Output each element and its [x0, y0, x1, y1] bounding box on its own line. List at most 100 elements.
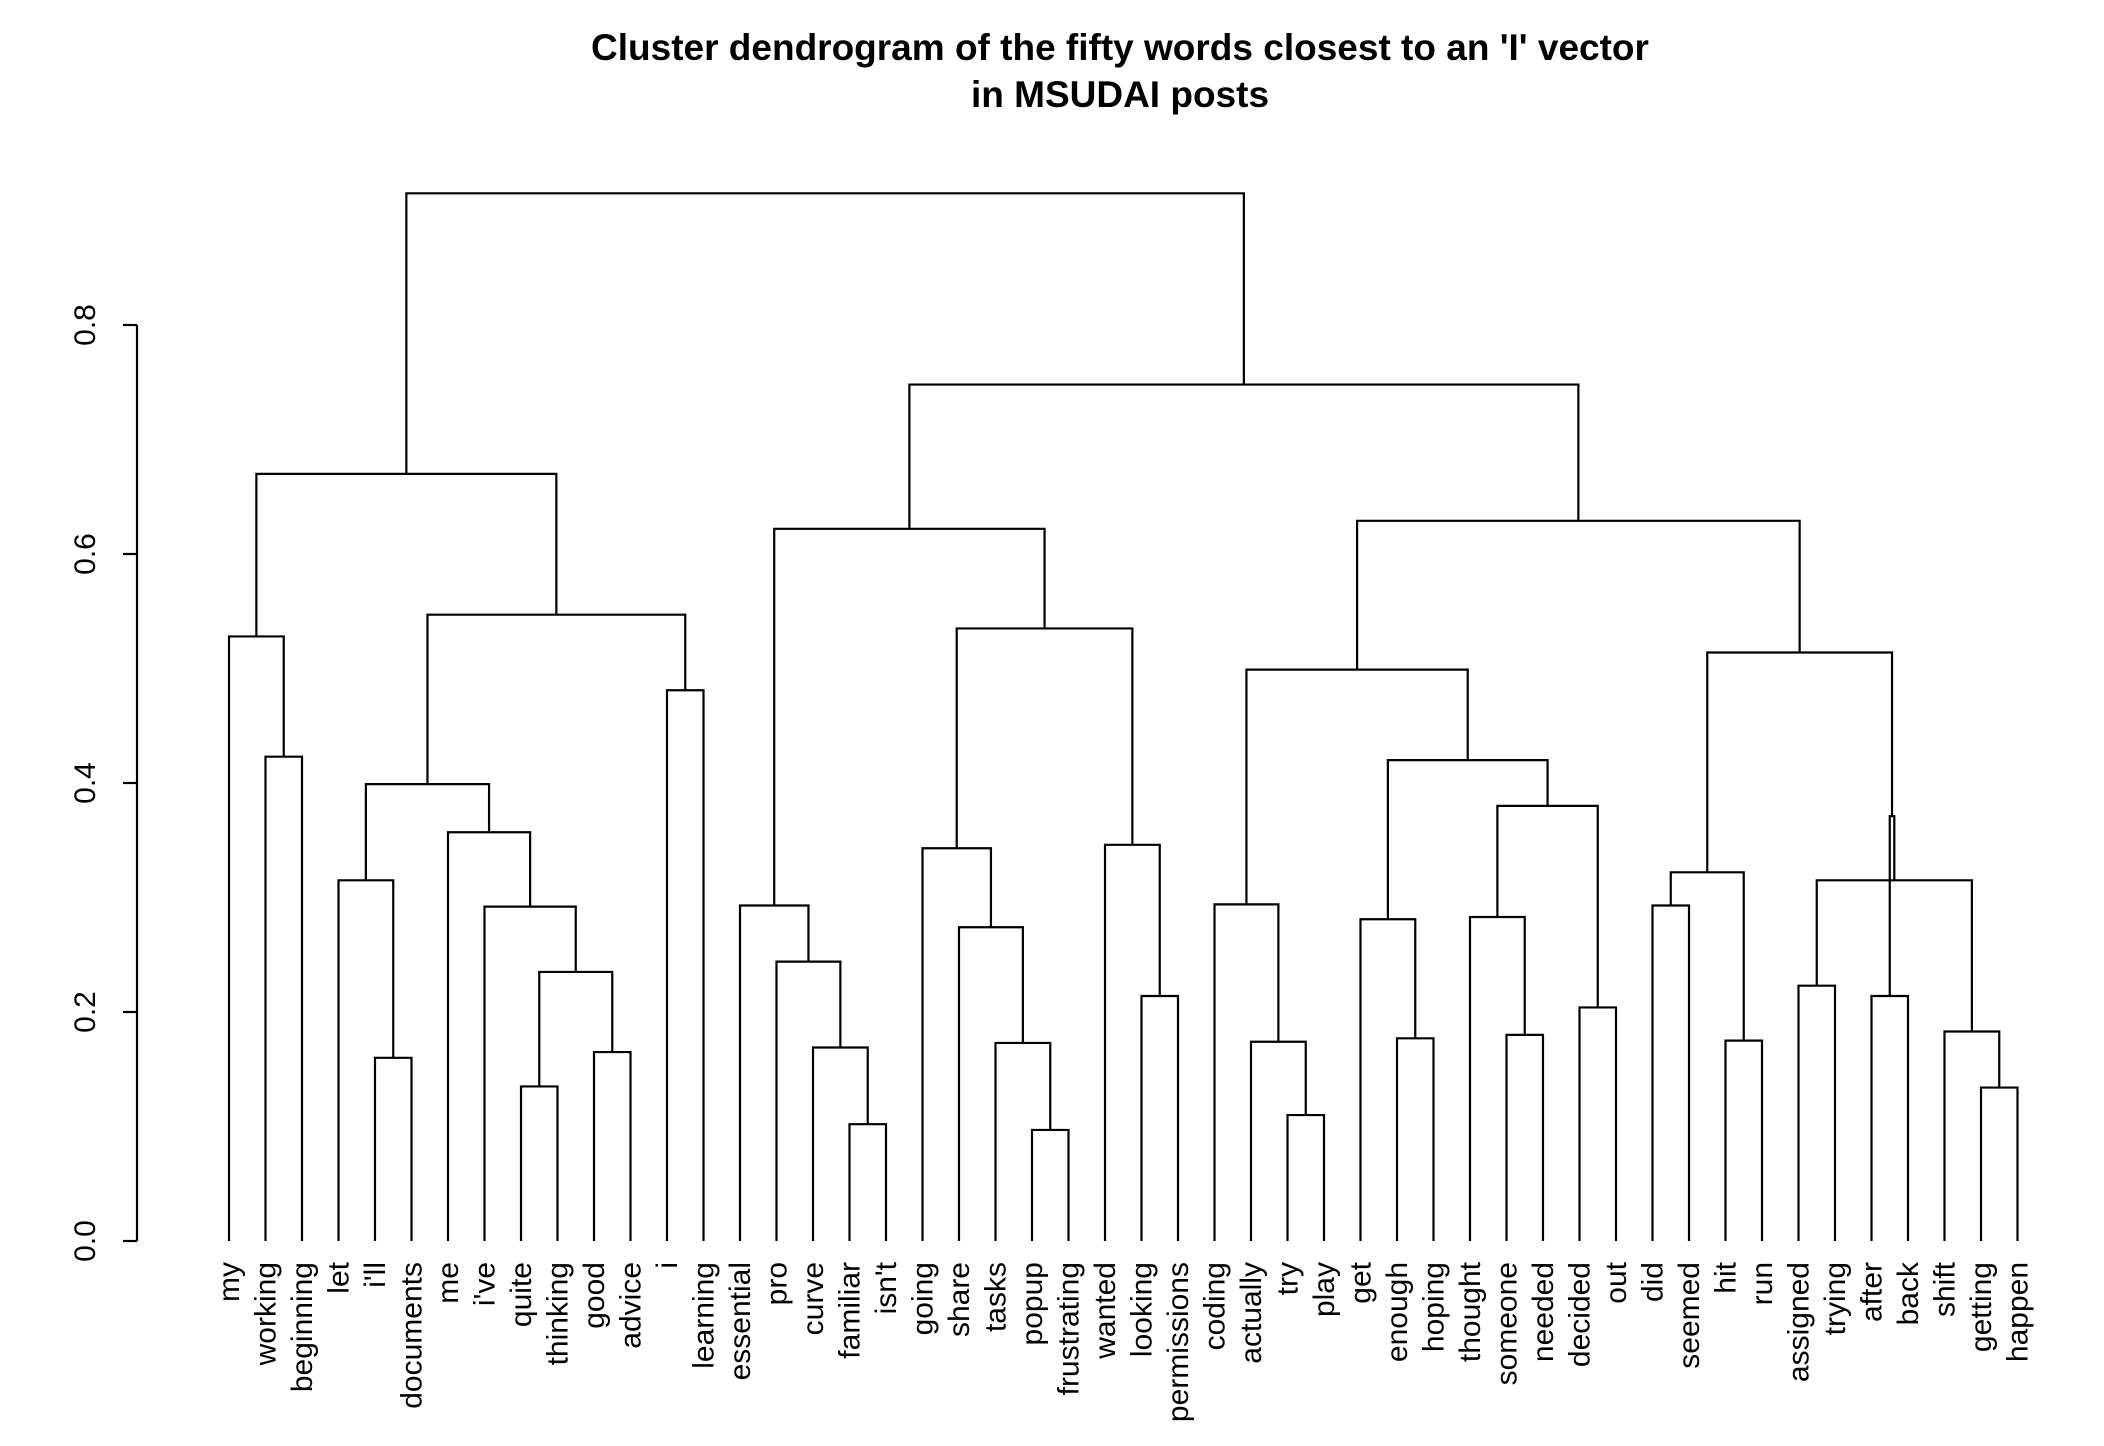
leaf-label: me [432, 1262, 465, 1304]
leaf-label: seemed [1673, 1262, 1706, 1369]
dendrogram-branch [1706, 651, 1894, 873]
leaf-label: let [323, 1261, 356, 1293]
leaf-label: did [1637, 1262, 1670, 1302]
dendrogram-branch [1213, 903, 1280, 1241]
dendrogram-branch [255, 472, 558, 637]
dendrogram-branch [1030, 1128, 1070, 1241]
leaf-label: shift [1929, 1261, 1962, 1317]
dendrogram-branch [955, 627, 1134, 849]
leaf-label: trying [1819, 1262, 1852, 1335]
leaf-label: documents [396, 1262, 429, 1409]
dendrogram-branch [1979, 1086, 2019, 1241]
leaf-label: decided [1564, 1262, 1597, 1367]
leaf-label: hoping [1418, 1262, 1451, 1352]
leaf-label: coding [1199, 1262, 1232, 1350]
leaf-label: try [1272, 1262, 1305, 1295]
dendrogram-branch [1245, 668, 1469, 905]
dendrogram-branch [957, 926, 1024, 1241]
leaf-label: pro [761, 1262, 794, 1305]
dendrogram-branch [1815, 879, 1973, 1032]
leaf-label: i [651, 1262, 684, 1269]
leaf-label: tasks [980, 1262, 1013, 1332]
leaf-label: hit [1710, 1261, 1743, 1293]
leaf-label: advice [615, 1262, 648, 1349]
leaf-label: isn't [870, 1261, 903, 1314]
leaf-label: frustrating [1053, 1262, 1086, 1395]
dendrogram-branch [773, 527, 1046, 906]
dendrogram-branch [373, 1056, 413, 1241]
leaf-label: thought [1454, 1261, 1487, 1362]
leaf-label: someone [1491, 1262, 1524, 1385]
leaf-label: curve [797, 1262, 830, 1335]
leaf-label: thinking [542, 1262, 575, 1365]
dendrogram-branch [405, 192, 1245, 474]
dendrogram-branch [1496, 804, 1599, 1008]
leaf-label: learning [688, 1262, 721, 1369]
dendrogram-branch [848, 1123, 888, 1241]
dendrogram-branch [738, 904, 810, 1241]
leaf-label: wanted [1089, 1262, 1122, 1360]
dendrogram-branch [1669, 871, 1745, 1041]
dendrogram-branch [446, 831, 532, 1241]
leaf-label: working [250, 1262, 283, 1366]
leaf-label: getting [1965, 1262, 1998, 1352]
dendrogram-branch [227, 635, 285, 1241]
leaf-label: i'll [359, 1262, 392, 1288]
leaf-label: quite [505, 1262, 538, 1327]
dendrogram-branch [665, 689, 705, 1241]
leaf-label: share [943, 1262, 976, 1337]
leaf-label: familiar [834, 1262, 867, 1359]
dendrogram-branch [1468, 915, 1526, 1241]
dendrogram-branch [1286, 1113, 1326, 1241]
leaf-label: get [1345, 1261, 1378, 1303]
leaf-label: run [1746, 1262, 1779, 1305]
leaf-label: going [907, 1262, 940, 1335]
dendrogram-branch [1249, 1040, 1307, 1241]
dendrogram-branch [1578, 1006, 1618, 1241]
dendrogram-branch [811, 1046, 869, 1241]
dendrogram-branch [1103, 843, 1161, 1241]
dendrogram-branch [1797, 984, 1837, 1241]
dendrogram-branch [1386, 759, 1549, 920]
leaf-label: happen [2002, 1262, 2035, 1362]
dendrogram-branch [1359, 918, 1417, 1241]
dendrogram-branch [538, 970, 614, 1087]
leaf-label: good [578, 1262, 611, 1329]
dendrogram-branch [994, 1041, 1052, 1241]
dendrogram-branch [337, 879, 395, 1241]
leaf-label: i've [469, 1262, 502, 1306]
leaf-label: my [213, 1262, 246, 1302]
dendrogram-branch [592, 1050, 632, 1241]
dendrogram-branch [264, 755, 304, 1241]
dendrogram-branch [519, 1085, 559, 1241]
leaf-label: out [1600, 1261, 1633, 1303]
dendrogram-branch [1355, 519, 1801, 670]
y-tick-label: 0.2 [69, 991, 102, 1033]
leaf-labels: my working beginning let i'll documents me i've… [213, 1261, 2035, 1422]
leaf-label: after [1856, 1262, 1889, 1322]
dendrogram-branch [908, 383, 1580, 529]
leaf-label: needed [1527, 1262, 1560, 1362]
leaf-label: beginning [286, 1262, 319, 1392]
dendrogram-branch [1870, 994, 1910, 1241]
dendrogram-branch [1724, 1039, 1764, 1241]
leaf-label: permissions [1162, 1262, 1195, 1422]
dendrogram-branches [227, 192, 2019, 1241]
chart-title: Cluster dendrogram of the fifty words cl… [591, 27, 1649, 68]
dendrogram-branch [1140, 994, 1180, 1241]
dendrogram-branch [775, 960, 842, 1241]
leaf-label: back [1892, 1261, 1925, 1325]
dendrogram-branch [426, 613, 687, 785]
leaf-label: looking [1126, 1262, 1159, 1357]
dendrogram-branch [1651, 904, 1691, 1241]
leaf-label: essential [724, 1262, 757, 1380]
leaf-label: enough [1381, 1262, 1414, 1362]
dendrogram-branch [483, 905, 577, 1241]
dendrogram-branch [1395, 1037, 1435, 1241]
dendrogram-branch [1505, 1033, 1545, 1241]
y-axis: 0.0 0.2 0.4 0.6 0.8 [69, 304, 139, 1262]
leaf-label: assigned [1783, 1262, 1816, 1382]
dendrogram-branch [921, 847, 993, 1241]
chart-subtitle: in MSUDAI posts [971, 74, 1269, 115]
dendrogram-branch [1888, 815, 1896, 996]
